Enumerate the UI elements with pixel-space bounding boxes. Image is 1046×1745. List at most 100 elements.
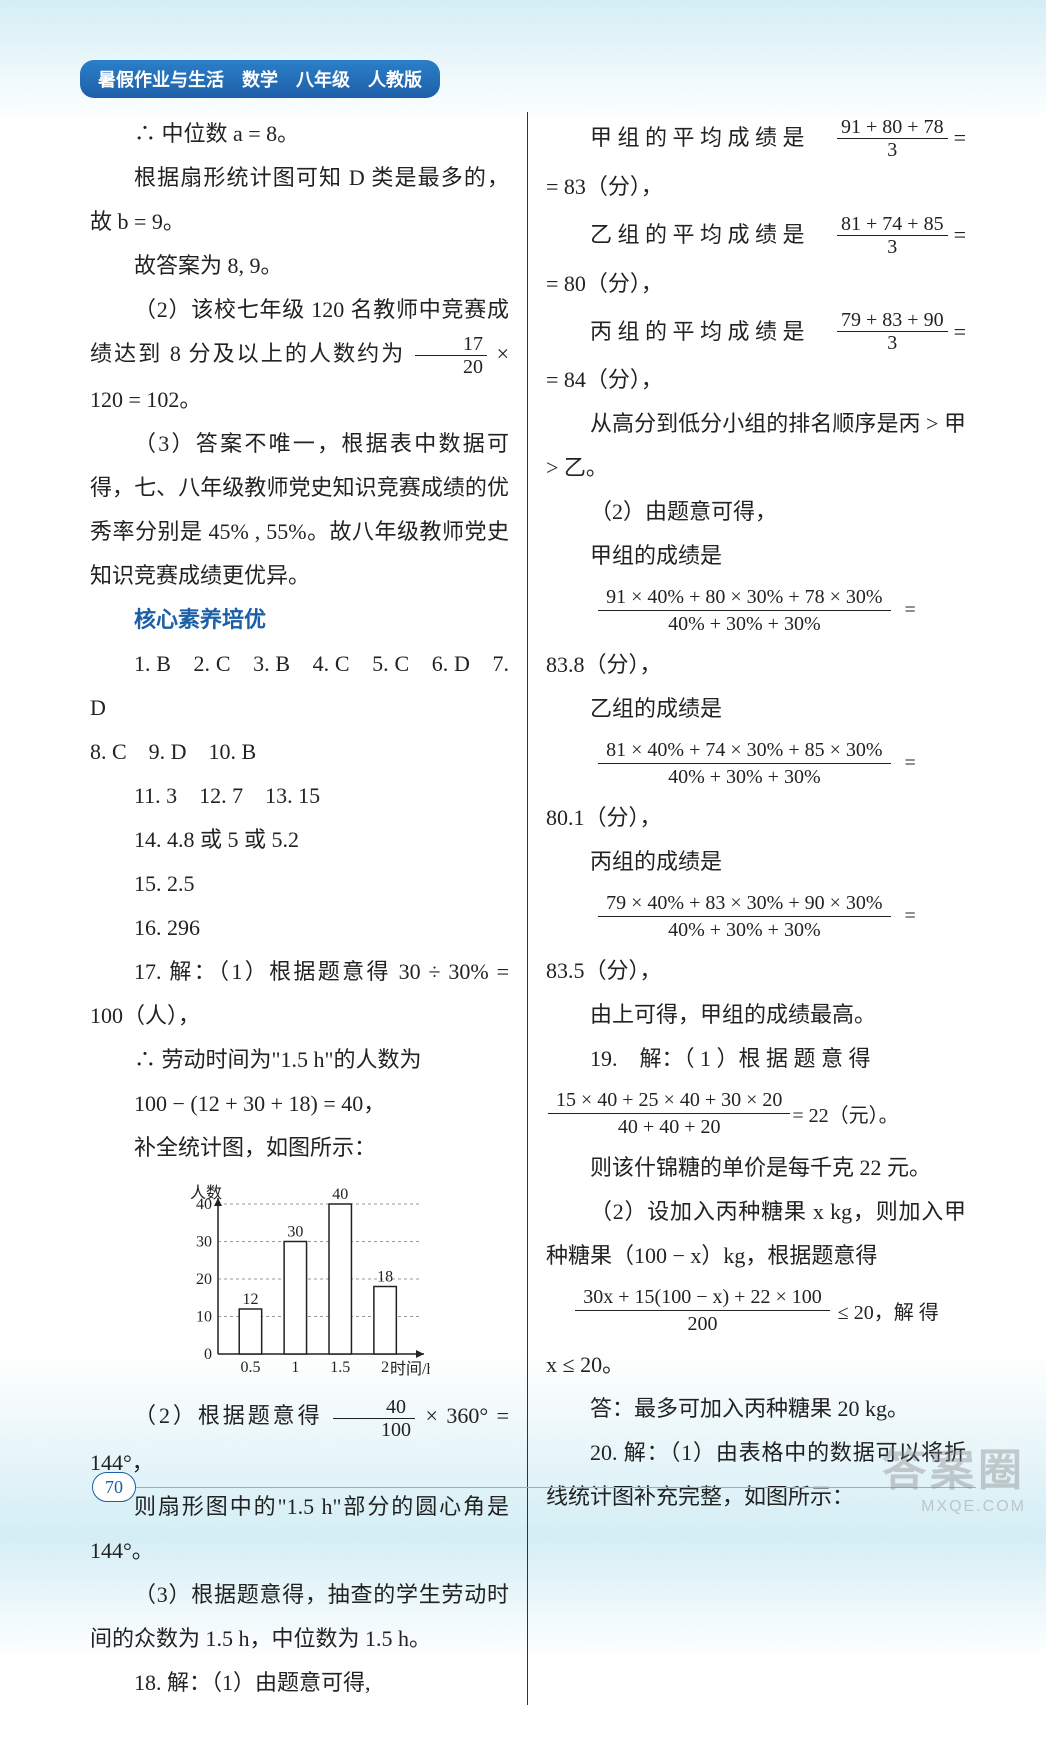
text-line: 19. 解：（ 1 ）根 据 题 意 得 xyxy=(546,1037,966,1081)
formula-big: 81 × 40% + 74 × 30% + 85 × 30% 40% + 30%… xyxy=(546,737,966,790)
section-title: 核心素养培优 xyxy=(90,598,509,642)
svg-text:10: 10 xyxy=(196,1309,212,1326)
formula-big: 79 × 40% + 83 × 30% + 90 × 30% 40% + 30%… xyxy=(546,890,966,943)
equals: = xyxy=(905,752,916,775)
numerator: 81 × 40% + 74 × 30% + 85 × 30% xyxy=(598,737,890,764)
formula-line: 乙 组 的 平 均 成 绩 是 81 + 74 + 85 3 = xyxy=(546,209,966,262)
denominator: 40% + 30% + 30% xyxy=(598,917,890,943)
text-line: 由上可得，甲组的成绩最高。 xyxy=(546,993,966,1037)
numerator: 17 xyxy=(415,333,487,356)
watermark-url: MXQE.COM xyxy=(882,1498,1026,1516)
page-number: 70 xyxy=(92,1472,136,1502)
numerator: 30x + 15(100 − x) + 22 × 100 xyxy=(575,1284,829,1311)
svg-text:时间/h: 时间/h xyxy=(390,1360,430,1378)
text-line: （2）该校七年级 120 名教师中竞赛成绩达到 8 分及以上的人数约为 17 2… xyxy=(90,288,509,422)
fraction: 30x + 15(100 − x) + 22 × 100 200 xyxy=(575,1284,829,1337)
numerator: 79 × 40% + 83 × 30% + 90 × 30% xyxy=(598,890,890,917)
bar-chart: 102030400人数时间/h120.5301401.5182 xyxy=(170,1182,430,1382)
fraction: 81 × 40% + 74 × 30% + 85 × 30% 40% + 30%… xyxy=(598,737,890,790)
svg-text:0: 0 xyxy=(204,1346,212,1363)
equals: = xyxy=(905,599,916,622)
equals: = xyxy=(954,209,966,262)
text-line: 83.8（分）， xyxy=(546,643,966,687)
svg-text:40: 40 xyxy=(332,1186,348,1203)
answer-line: 15. 2.5 xyxy=(90,862,509,906)
fraction: 81 + 74 + 85 3 xyxy=(837,213,948,258)
denominator: 200 xyxy=(575,1311,829,1337)
answer-line: 1. B 2. C 3. B 4. C 5. C 6. D 7. D xyxy=(90,642,509,730)
fraction: 15 × 40 + 25 × 40 + 30 × 20 40 + 40 + 20 xyxy=(548,1087,790,1140)
svg-text:1: 1 xyxy=(291,1359,299,1376)
text-line: 从高分到低分小组的排名顺序是丙 > 甲 > 乙。 xyxy=(546,402,966,490)
fraction: 79 × 40% + 83 × 30% + 90 × 30% 40% + 30%… xyxy=(598,890,890,943)
answer-line: 14. 4.8 或 5 或 5.2 xyxy=(90,818,509,862)
text-line: 根据扇形统计图可知 D 类是最多的，故 b = 9。 xyxy=(90,156,509,244)
formula-line: 甲 组 的 平 均 成 绩 是 91 + 80 + 78 3 = xyxy=(546,112,966,165)
denominator: 3 xyxy=(837,236,948,258)
text-line: x ≤ 20。 xyxy=(546,1343,966,1387)
text-line: 则扇形图中的"1.5 h"部分的圆心角是 144°。 xyxy=(90,1485,509,1573)
formula-line: 丙 组 的 平 均 成 绩 是 79 + 83 + 90 3 = xyxy=(546,306,966,359)
answer-line: 11. 3 12. 7 13. 15 xyxy=(90,774,509,818)
content-columns: ∴ 中位数 a = 8。 根据扇形统计图可知 D 类是最多的，故 b = 9。 … xyxy=(80,112,976,1705)
equals: = xyxy=(954,112,966,165)
equals: = xyxy=(905,905,916,928)
watermark-text: 答案圈 xyxy=(882,1434,1026,1498)
numerator: 40 xyxy=(333,1396,415,1419)
numerator: 81 + 74 + 85 xyxy=(837,213,948,236)
fraction: 91 × 40% + 80 × 30% + 78 × 30% 40% + 30%… xyxy=(598,584,890,637)
text-line: = 83（分）， xyxy=(546,165,966,209)
text-line: 18. 解：（1）由题意可得, xyxy=(90,1661,509,1705)
svg-text:人数: 人数 xyxy=(190,1184,222,1202)
svg-text:20: 20 xyxy=(196,1271,212,1288)
header-tab: 暑假作业与生活 数学 八年级 人教版 xyxy=(80,60,440,98)
text-line: （3）答案不唯一，根据表中数据可得，七、八年级教师党史知识竞赛成绩的优秀率分别是… xyxy=(90,422,509,598)
text-line: 83.5（分）， xyxy=(546,949,966,993)
svg-text:18: 18 xyxy=(377,1269,393,1286)
denominator: 40 + 40 + 20 xyxy=(548,1114,790,1140)
text-line: （2）设加入丙种糖果 x kg，则加入甲种糖果（100 − x）kg，根据题意得 xyxy=(546,1190,966,1278)
formula-big: 30x + 15(100 − x) + 22 × 100 200 ≤ 20，解 … xyxy=(546,1284,966,1337)
denominator: 100 xyxy=(333,1419,415,1441)
text-line: 则该什锦糖的单价是每千克 22 元。 xyxy=(546,1146,966,1190)
fraction: 79 + 83 + 90 3 xyxy=(837,309,948,354)
text-line: （2）根据题意得 40 100 × 360° = 144°， xyxy=(90,1394,509,1484)
numerator: 91 × 40% + 80 × 30% + 78 × 30% xyxy=(598,584,890,611)
text-line: 丙组的成绩是 xyxy=(546,840,966,884)
text-span: 甲 组 的 平 均 成 绩 是 xyxy=(546,112,831,165)
denominator: 40% + 30% + 30% xyxy=(598,764,890,790)
answer-line: 8. C 9. D 10. B xyxy=(90,730,509,774)
svg-text:30: 30 xyxy=(287,1224,303,1241)
numerator: 79 + 83 + 90 xyxy=(837,309,948,332)
svg-text:30: 30 xyxy=(196,1234,212,1251)
formula-big: 15 × 40 + 25 × 40 + 30 × 20 40 + 40 + 20… xyxy=(546,1087,966,1140)
text-line: = 80（分）， xyxy=(546,262,966,306)
text-line: 80.1（分）， xyxy=(546,796,966,840)
text-line: 乙组的成绩是 xyxy=(546,687,966,731)
denominator: 3 xyxy=(837,332,948,354)
left-column: ∴ 中位数 a = 8。 根据扇形统计图可知 D 类是最多的，故 b = 9。 … xyxy=(80,112,528,1705)
denominator: 3 xyxy=(837,139,948,161)
formula-big: 91 × 40% + 80 × 30% + 78 × 30% 40% + 30%… xyxy=(546,584,966,637)
watermark: 答案圈 MXQE.COM xyxy=(882,1434,1026,1516)
denominator: 40% + 30% + 30% xyxy=(598,611,890,637)
answer-line: 16. 296 xyxy=(90,906,509,950)
numerator: 91 + 80 + 78 xyxy=(837,116,948,139)
text-span: （2）根据题意得 xyxy=(134,1403,323,1428)
svg-text:1.5: 1.5 xyxy=(330,1359,350,1376)
page-number-line xyxy=(136,1487,976,1488)
fraction: 91 + 80 + 78 3 xyxy=(837,116,948,161)
denominator: 20 xyxy=(415,356,487,378)
text-line: = 84（分）， xyxy=(546,358,966,402)
text-span: 丙 组 的 平 均 成 绩 是 xyxy=(546,306,831,359)
text-line: 补全统计图，如图所示： xyxy=(90,1126,509,1170)
fraction: 17 20 xyxy=(415,333,487,378)
text-line: ∴ 劳动时间为"1.5 h"的人数为 xyxy=(90,1038,509,1082)
text-line: 100 − (12 + 30 + 18) = 40， xyxy=(90,1082,509,1126)
text-span: = 22（元）。 xyxy=(792,1099,898,1128)
svg-text:0.5: 0.5 xyxy=(240,1359,260,1376)
text-span: 乙 组 的 平 均 成 绩 是 xyxy=(546,209,831,262)
svg-text:12: 12 xyxy=(242,1291,258,1308)
text-span: ≤ 20，解 得 xyxy=(838,1296,939,1325)
equals: = xyxy=(954,306,966,359)
